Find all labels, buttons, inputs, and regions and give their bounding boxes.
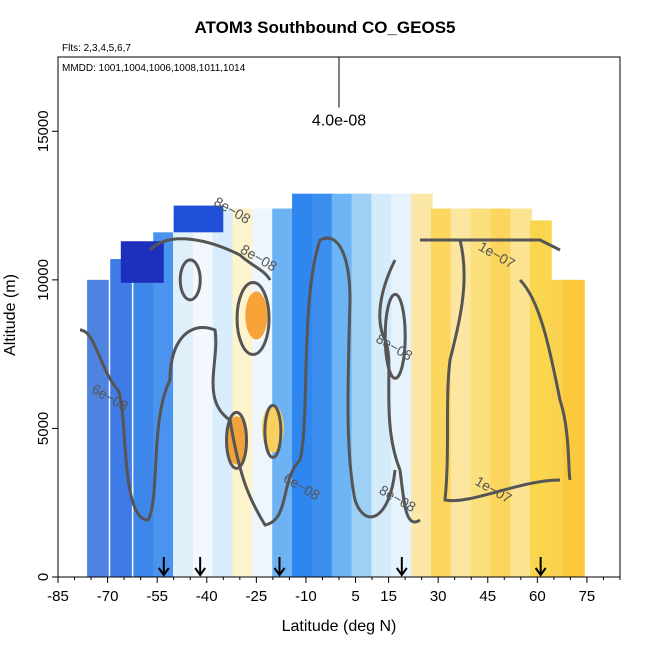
heatmap-band [391, 193, 413, 577]
heatmap-band [450, 208, 473, 577]
heatmap-hotspot [245, 291, 268, 340]
y-tick-label: 10000 [35, 259, 52, 301]
contour-loop [235, 280, 271, 356]
x-tick-label: 15 [380, 588, 397, 605]
x-tick-label: -55 [146, 588, 168, 605]
x-tick-label: -10 [295, 588, 317, 605]
heatmap-band [490, 208, 513, 577]
y-tick-label: 0 [35, 573, 52, 581]
heatmap-band [212, 208, 235, 577]
flight-markers [157, 557, 547, 577]
y-tick-label: 15000 [35, 110, 52, 152]
contour-loop [225, 410, 249, 470]
x-tick-label: -25 [246, 588, 268, 605]
heatmap-band [153, 232, 175, 577]
heatmap-band [292, 193, 314, 577]
y-tick-label: 5000 [35, 412, 52, 445]
heatmap-band [110, 259, 132, 577]
heatmap-band [133, 244, 156, 577]
heatmap-band [87, 279, 109, 577]
x-tick-label: 30 [430, 588, 447, 605]
contour-loop [178, 258, 202, 302]
heatmap-band [192, 208, 215, 577]
heatmap-band [173, 205, 224, 233]
x-tick-label: -40 [196, 588, 218, 605]
heatmap-band [120, 241, 164, 283]
flight-marker-head [157, 567, 170, 577]
axes: -85 -70 -55 -40 -25 -10 5 15 30 45 60 75 0 5000 10000 1… [35, 110, 621, 605]
heatmap-band [563, 279, 585, 577]
color-key: 4.0e-08 [312, 57, 366, 130]
y-axis-label: Altitude (m) [2, 274, 19, 356]
contour-loop [383, 292, 407, 380]
heatmap-band [411, 193, 433, 577]
dates-note: MMDD: 1001,1004,1006,1008,1011,1014 [62, 63, 246, 74]
contour-line [79, 236, 397, 527]
contour-line [518, 278, 572, 481]
flight-marker-head [534, 567, 547, 577]
x-tick-label: -70 [97, 588, 119, 605]
x-tick-label: 45 [479, 588, 496, 605]
x-tick-label: -85 [47, 588, 69, 605]
heatmap-band [470, 208, 493, 577]
heatmap-band [351, 193, 374, 577]
heatmap-band [311, 193, 334, 577]
contour-layer [79, 236, 572, 527]
x-tick-label: 75 [579, 588, 596, 605]
contour-line [378, 259, 421, 524]
flights-note: Flts: 2,3,4,5,6,7 [62, 43, 131, 54]
heatmap-band [331, 193, 354, 577]
contour-loop [263, 403, 283, 459]
flight-marker-head [194, 567, 206, 577]
heatmap-band [371, 193, 394, 577]
flight-marker-head [395, 567, 408, 577]
x-tick-label: 5 [351, 588, 359, 605]
flight-marker-head [273, 567, 286, 577]
x-axis-label: Latitude (deg N) [282, 618, 397, 635]
contour-line [420, 238, 561, 252]
contour-line [443, 239, 561, 503]
contour-line [148, 237, 272, 281]
x-tick-label: 60 [529, 588, 546, 605]
heatmap-layer [87, 193, 585, 577]
key-value-label: 4.0e-08 [312, 113, 366, 130]
heatmap-band [530, 220, 552, 577]
chart-title: ATOM3 Southbound CO_GEOS5 [194, 18, 456, 37]
